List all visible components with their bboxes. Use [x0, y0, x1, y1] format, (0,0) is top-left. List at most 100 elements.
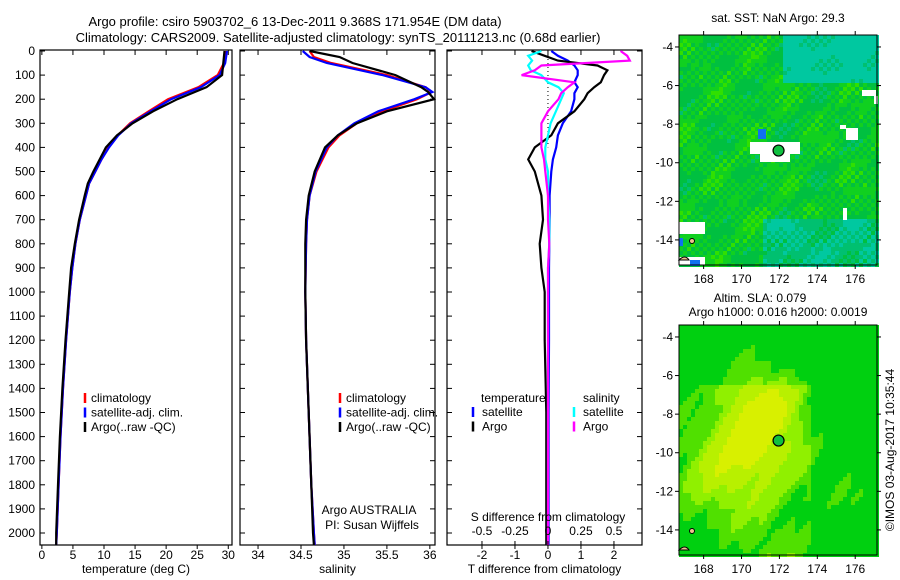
map-cell: [691, 357, 695, 361]
map-cell: [855, 155, 859, 159]
map-cell: [787, 377, 791, 381]
map-cell: [767, 119, 771, 123]
map-cell: [679, 441, 683, 445]
map-cell: [695, 215, 699, 219]
plot-frame: [39, 49, 233, 546]
map-cell: [763, 247, 767, 251]
map-cell: [771, 251, 775, 255]
map-cell: [767, 445, 771, 449]
map-cell: [867, 115, 871, 119]
map-cell: [807, 381, 811, 385]
map-cell: [763, 235, 767, 239]
map-cell: [863, 449, 867, 453]
map-cell: [855, 187, 859, 191]
map-cell: [727, 259, 731, 263]
map-cell: [871, 259, 875, 263]
map-cell: [699, 123, 703, 127]
map-cell: [771, 59, 775, 63]
map-cell: [715, 203, 719, 207]
map-cell: [771, 219, 775, 223]
map-cell: [819, 127, 823, 131]
legend-label: satellite-adj. clim.: [346, 406, 438, 420]
map-cell: [835, 425, 839, 429]
map-cell: [811, 79, 815, 83]
map-cell: [735, 227, 739, 231]
map-cell: [787, 365, 791, 369]
map-cell: [815, 163, 819, 167]
map-cell: [699, 187, 703, 191]
map-cell: [771, 207, 775, 211]
map-cell: [763, 183, 767, 187]
map-cell: [679, 365, 683, 369]
map-cell: [747, 71, 751, 75]
map-cell: [871, 51, 875, 55]
map-cell: [831, 87, 835, 91]
map-cell: [791, 91, 795, 95]
map-cell: [855, 183, 859, 187]
map-cell: [839, 199, 843, 203]
map-cell: [863, 365, 867, 369]
map-cell: [751, 377, 755, 381]
map-cell: [819, 227, 823, 231]
map-cell: [831, 349, 835, 353]
map-cell: [791, 385, 795, 389]
map-cell: [811, 67, 815, 71]
map-cell: [811, 243, 815, 247]
map-cell: [843, 191, 847, 195]
map-cell: [703, 349, 707, 353]
map-cell: [715, 143, 719, 147]
map-cell: [691, 457, 695, 461]
map-cell: [747, 259, 751, 263]
map-cell: [739, 247, 743, 251]
map-cell: [743, 107, 747, 111]
map-cell: [767, 239, 771, 243]
map-cell: [751, 115, 755, 119]
map-cell: [739, 349, 743, 353]
map-cell: [831, 393, 835, 397]
map-cell: [743, 163, 747, 167]
map-cell: [779, 87, 783, 91]
map-cell: [759, 361, 763, 365]
map-cell: [795, 171, 799, 175]
map-cell: [771, 325, 775, 329]
map-cell: [691, 159, 695, 163]
map-cell: [815, 247, 819, 251]
map-cell: [815, 441, 819, 445]
map-cell: [727, 59, 731, 63]
map-cell: [739, 63, 743, 67]
map-cell: [783, 453, 787, 457]
map-cell: [679, 219, 683, 223]
map-cell: [683, 465, 687, 469]
map-cell: [823, 345, 827, 349]
map-cell: [719, 175, 723, 179]
map-cell: [791, 215, 795, 219]
map-cell: [767, 203, 771, 207]
map-cell: [751, 119, 755, 123]
map-cell: [863, 219, 867, 223]
map-cell: [863, 437, 867, 441]
map-cell: [847, 99, 851, 103]
map-cell: [827, 329, 831, 333]
map-cell: [735, 119, 739, 123]
map-cell: [755, 199, 759, 203]
map-cell: [819, 35, 823, 39]
map-cell: [699, 151, 703, 155]
map-cell: [851, 437, 855, 441]
map-cell: [863, 421, 867, 425]
map-cell: [851, 353, 855, 357]
map-cell: [783, 179, 787, 183]
map-cell: [707, 171, 711, 175]
map-cell: [839, 337, 843, 341]
map-cell: [751, 111, 755, 115]
map-cell: [775, 127, 779, 131]
map-cell: [799, 457, 803, 461]
map-cell: [835, 107, 839, 111]
map-cell: [751, 35, 755, 39]
map-cell: [695, 151, 699, 155]
map-cell: [683, 369, 687, 373]
map-cell: [779, 35, 783, 39]
map-cell: [739, 175, 743, 179]
map-cell: [795, 211, 799, 215]
map-cell: [743, 361, 747, 365]
